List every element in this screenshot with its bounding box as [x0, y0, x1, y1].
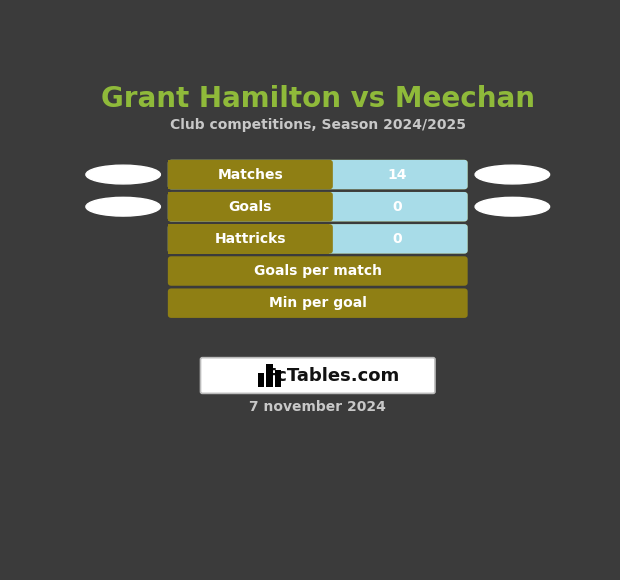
FancyBboxPatch shape — [168, 224, 467, 253]
Bar — [168, 224, 329, 253]
FancyBboxPatch shape — [200, 358, 435, 393]
Bar — [275, 370, 281, 387]
Text: Club competitions, Season 2024/2025: Club competitions, Season 2024/2025 — [170, 118, 466, 132]
Ellipse shape — [86, 165, 161, 184]
FancyBboxPatch shape — [168, 192, 467, 222]
FancyBboxPatch shape — [168, 160, 467, 189]
Text: Grant Hamilton vs Meechan: Grant Hamilton vs Meechan — [100, 85, 534, 113]
Text: Hattricks: Hattricks — [215, 232, 286, 246]
Bar — [258, 374, 264, 387]
Bar — [168, 192, 329, 222]
Text: Goals: Goals — [229, 200, 272, 213]
FancyBboxPatch shape — [168, 160, 467, 189]
Ellipse shape — [475, 197, 549, 216]
Bar — [267, 364, 273, 387]
Text: FcTables.com: FcTables.com — [265, 367, 400, 385]
Ellipse shape — [86, 197, 161, 216]
FancyBboxPatch shape — [168, 224, 467, 253]
FancyBboxPatch shape — [168, 224, 333, 253]
FancyBboxPatch shape — [168, 288, 467, 318]
Text: 0: 0 — [392, 232, 402, 246]
Text: Matches: Matches — [218, 168, 283, 182]
Text: Goals per match: Goals per match — [254, 264, 382, 278]
Bar — [168, 160, 329, 189]
Text: 7 november 2024: 7 november 2024 — [249, 400, 386, 414]
Text: 0: 0 — [392, 200, 402, 213]
Text: 14: 14 — [387, 168, 407, 182]
FancyBboxPatch shape — [168, 192, 333, 222]
FancyBboxPatch shape — [168, 192, 467, 222]
FancyBboxPatch shape — [168, 256, 467, 286]
Ellipse shape — [475, 165, 549, 184]
FancyBboxPatch shape — [168, 160, 333, 189]
Text: Min per goal: Min per goal — [269, 296, 366, 310]
